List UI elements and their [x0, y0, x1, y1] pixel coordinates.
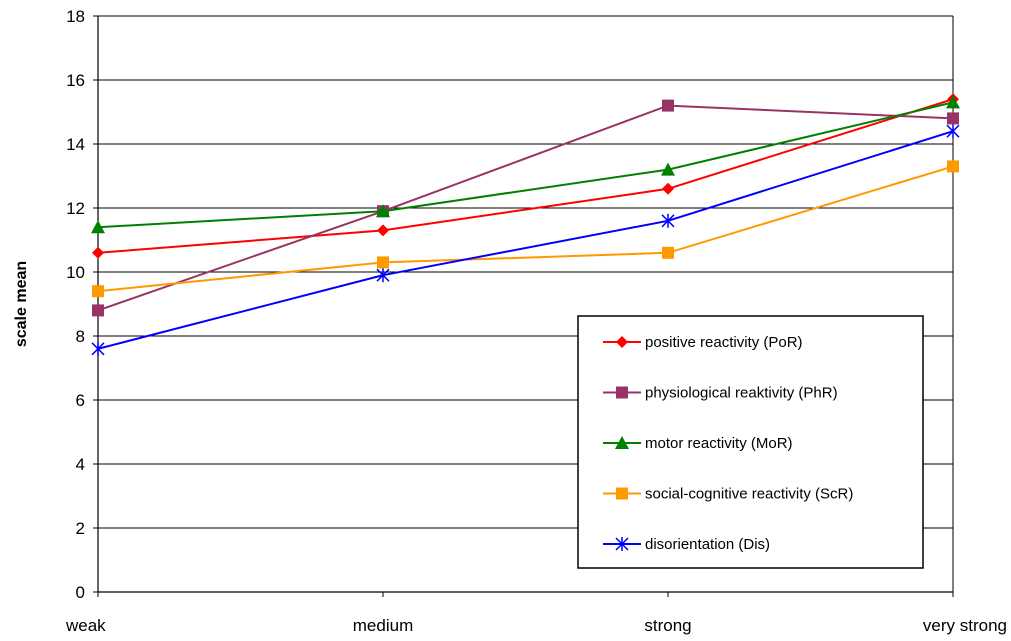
series-positive-reactivity [92, 93, 959, 259]
data-point-social-cognitive-reactivity-weak [92, 285, 104, 298]
axes [93, 15, 954, 597]
legend-marker-social-cognitive-reactivity [616, 487, 628, 500]
legend-marker-physiological-reaktivity [616, 386, 628, 399]
legend-marker-positive-reactivity [616, 336, 628, 348]
data-point-motor-reactivity-very-strong [946, 95, 960, 109]
series-line-disorientation [97, 130, 954, 350]
data-point-disorientation-weak [91, 341, 105, 356]
legend-label-physiological-reaktivity: physiological reaktivity (PhR) [645, 385, 838, 402]
series-disorientation [91, 124, 960, 356]
series-line-physiological-reaktivity [97, 104, 954, 312]
gridlines [98, 15, 953, 593]
series-line-positive-reactivity [97, 98, 954, 254]
y-tick-label-12: 12 [66, 199, 85, 218]
y-tick-label-16: 16 [66, 71, 85, 90]
y-tick-label-4: 4 [76, 455, 85, 474]
y-tick-labels: 0 2 4 6 8 10 12 14 16 18 [66, 7, 85, 602]
data-point-physiological-reaktivity-very-strong [947, 112, 959, 125]
x-tick-label-weak: weak [65, 616, 106, 635]
y-tick-label-0: 0 [76, 583, 85, 602]
legend: positive reactivity (PoR) physiological r… [577, 315, 924, 569]
legend-marker-disorientation [615, 537, 629, 551]
y-tick-label-6: 6 [76, 391, 85, 410]
data-point-social-cognitive-reactivity-medium [377, 256, 389, 269]
data-point-physiological-reaktivity-strong [662, 99, 674, 112]
data-point-disorientation-medium [376, 268, 390, 283]
series-motor-reactivity [91, 95, 960, 234]
data-point-motor-reactivity-weak [91, 220, 105, 234]
legend-item-disorientation: disorientation (Dis) [603, 536, 770, 553]
data-point-positive-reactivity-weak [92, 246, 104, 259]
y-tick-label-18: 18 [66, 7, 85, 26]
y-tick-label-8: 8 [76, 327, 85, 346]
data-point-positive-reactivity-medium [377, 224, 389, 237]
legend-label-positive-reactivity: positive reactivity (PoR) [645, 334, 803, 351]
legend-item-social-cognitive-reactivity: social-cognitive reactivity (ScR) [603, 486, 853, 503]
y-axis-title: scale mean [13, 261, 30, 347]
y-tick-label-14: 14 [66, 135, 85, 154]
data-point-physiological-reaktivity-weak [92, 304, 104, 317]
data-point-motor-reactivity-medium [376, 204, 390, 218]
data-point-social-cognitive-reactivity-strong [662, 246, 674, 259]
legend-marker-motor-reactivity [615, 436, 629, 449]
y-tick-label-2: 2 [76, 519, 85, 538]
series-social-cognitive-reactivity [92, 160, 959, 298]
series-line-social-cognitive-reactivity [97, 165, 954, 293]
data-point-disorientation-strong [661, 213, 675, 228]
legend-item-motor-reactivity: motor reactivity (MoR) [603, 435, 793, 452]
x-tick-label-strong: strong [644, 616, 691, 635]
y-tick-label-10: 10 [66, 263, 85, 282]
legend-label-disorientation: disorientation (Dis) [645, 536, 770, 553]
data-point-motor-reactivity-strong [661, 162, 675, 176]
legend-label-social-cognitive-reactivity: social-cognitive reactivity (ScR) [645, 486, 853, 503]
x-tick-labels: weak medium strong very strong [65, 616, 1007, 635]
data-point-disorientation-very-strong [946, 124, 960, 139]
series-group [91, 93, 960, 356]
legend-item-physiological-reaktivity: physiological reaktivity (PhR) [603, 385, 838, 402]
data-point-social-cognitive-reactivity-very-strong [947, 160, 959, 173]
legend-label-motor-reactivity: motor reactivity (MoR) [645, 435, 793, 452]
x-tick-label-very-strong: very strong [923, 616, 1007, 635]
x-tick-label-medium: medium [353, 616, 413, 635]
legend-item-positive-reactivity: positive reactivity (PoR) [603, 334, 803, 351]
series-line-motor-reactivity [97, 101, 954, 229]
data-point-positive-reactivity-strong [662, 182, 674, 195]
